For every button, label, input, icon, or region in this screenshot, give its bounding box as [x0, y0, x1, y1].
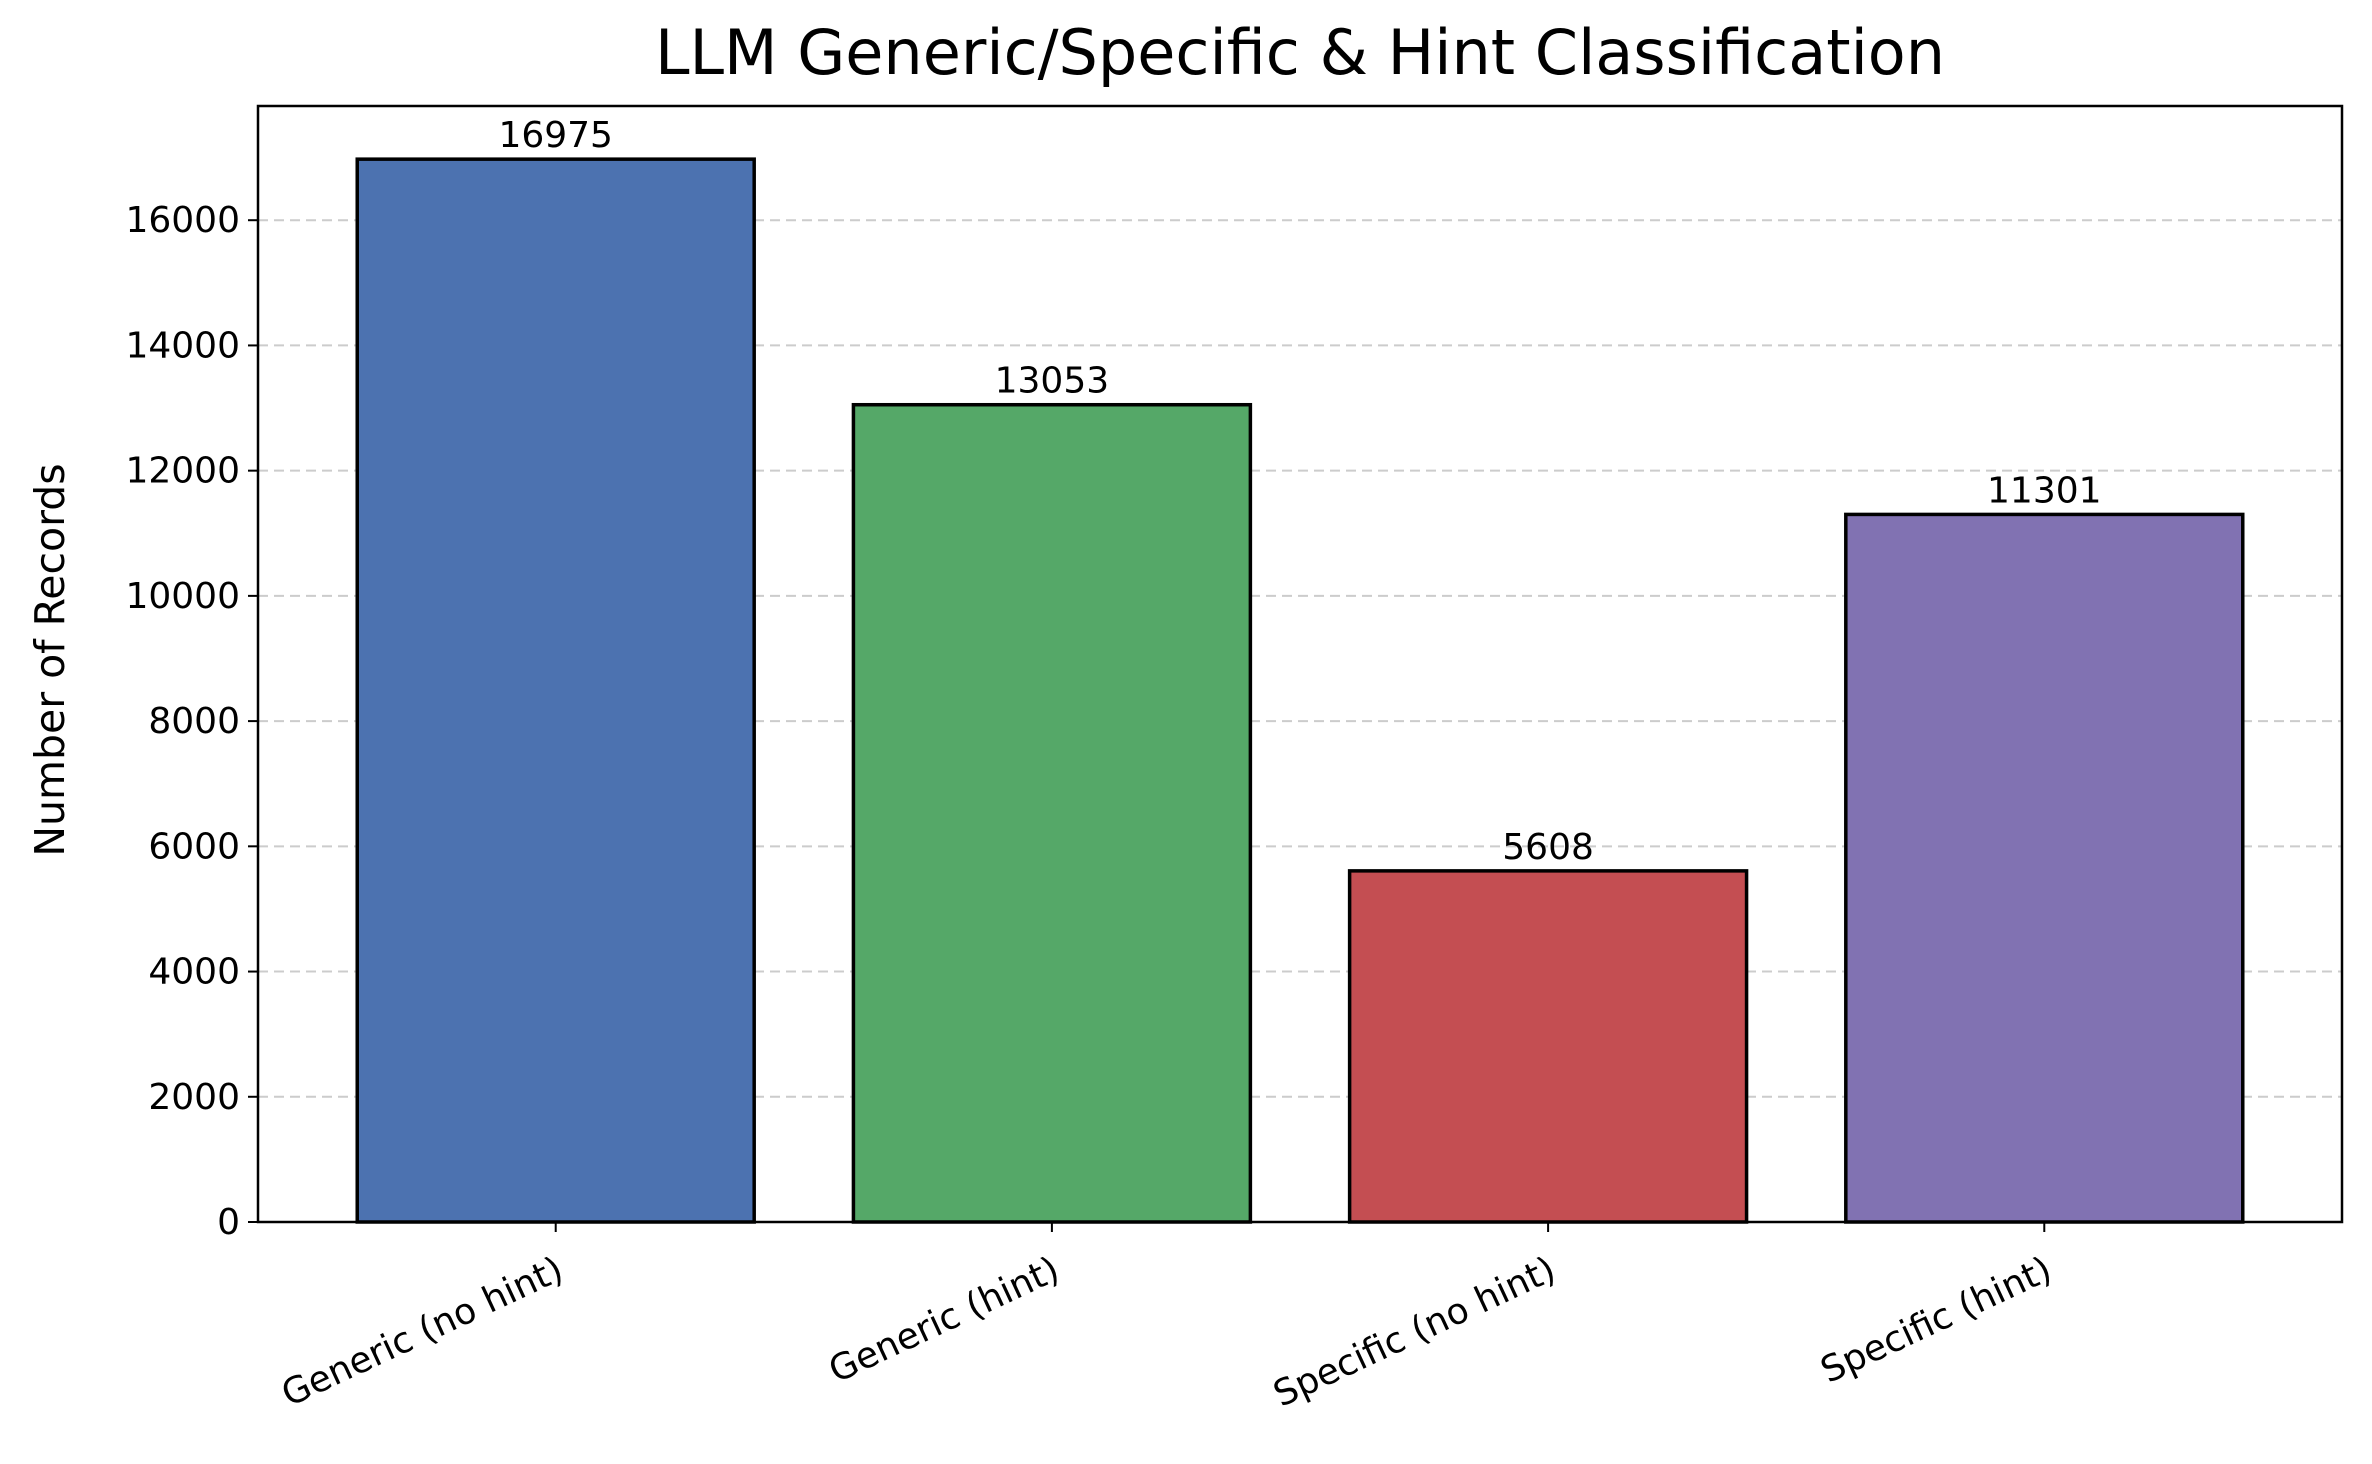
y-tick-label: 14000 [125, 325, 240, 366]
y-axis-ticks: 0 2000 4000 6000 8000 10000 12000 14000 16000 [125, 200, 258, 1243]
y-axis-label: Number of Records [26, 463, 74, 856]
plot-frame [256, 104, 2344, 1224]
y-tick-label: 16000 [125, 200, 240, 241]
chart-title: LLM Generic/Specific & Hint Classificati… [655, 16, 1945, 89]
bar-2 [851, 402, 1253, 1224]
y-tick-label: 6000 [148, 826, 240, 867]
y-tick-label: 2000 [148, 1077, 240, 1118]
y-tick-label: 12000 [125, 451, 240, 492]
bar-4 [1844, 512, 2245, 1224]
y-tick-label: 10000 [125, 576, 240, 617]
bar-3 [1347, 869, 1749, 1224]
y-tick-label: 0 [217, 1202, 240, 1243]
bar-value-label: 11301 [1987, 470, 2102, 511]
bar-value-labels: 16975 13053 5608 11301 [498, 115, 2101, 868]
bar-value-label: 16975 [498, 115, 613, 156]
bar-value-label: 5608 [1502, 827, 1594, 868]
y-tick-label: 4000 [148, 952, 240, 993]
bar-1 [355, 157, 756, 1224]
bar-value-label: 13053 [995, 361, 1110, 402]
y-tick-label: 8000 [148, 701, 240, 742]
